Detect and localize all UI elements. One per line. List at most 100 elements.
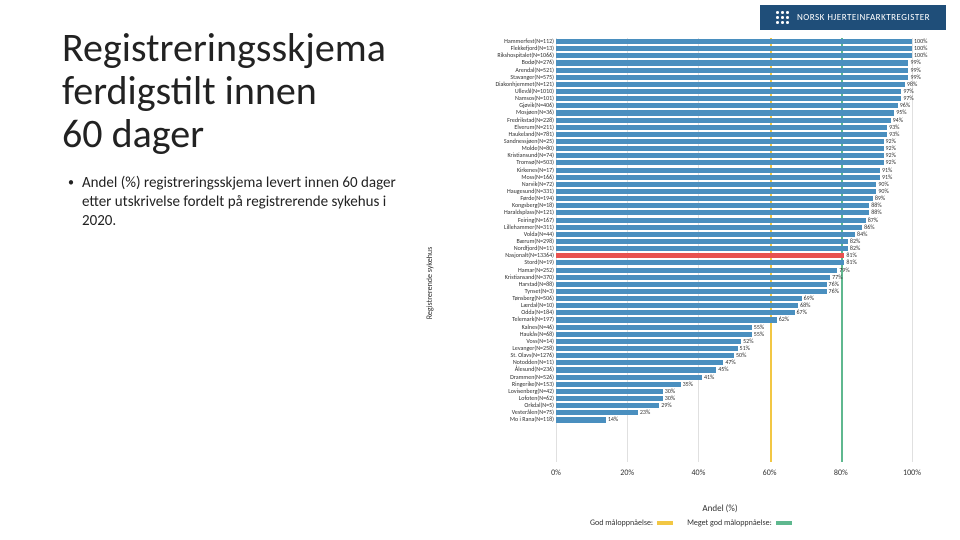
bar-row: Moss(N=166)91% bbox=[556, 174, 912, 181]
bar bbox=[556, 75, 908, 80]
bar bbox=[556, 325, 752, 330]
x-tick-label: 40% bbox=[691, 468, 705, 478]
bar bbox=[556, 210, 869, 215]
bar-value: 29% bbox=[661, 402, 671, 409]
bar-row: Haraldsplass(N=121)88% bbox=[556, 209, 912, 216]
legend-swatch bbox=[657, 521, 673, 525]
bar-row: Telemark(N=197)62% bbox=[556, 316, 912, 323]
bar-row: Lofoten(N=62)30% bbox=[556, 395, 912, 402]
bar bbox=[556, 260, 844, 265]
bar-row: Namsos(N=101)97% bbox=[556, 95, 912, 102]
bar bbox=[556, 160, 884, 165]
bar bbox=[556, 317, 777, 322]
x-tick-label: 20% bbox=[620, 468, 634, 478]
bar-row: Kongsberg(N=18)88% bbox=[556, 202, 912, 209]
bar bbox=[556, 239, 848, 244]
bar bbox=[556, 375, 702, 380]
bar-row: Fredrikstad(N=228)94% bbox=[556, 117, 912, 124]
bar-row: Hamar(N=252)79% bbox=[556, 267, 912, 274]
bar bbox=[556, 282, 827, 287]
bar bbox=[556, 125, 887, 130]
bar bbox=[556, 360, 723, 365]
bar bbox=[556, 382, 681, 387]
plot-area: Hammerfest(N=112)100%Flekkefjord(N=13)10… bbox=[556, 38, 912, 480]
bar-row: Ullevål(N=1010)97% bbox=[556, 88, 912, 95]
body-text: • Andel (%) registreringsskjema levert i… bbox=[68, 174, 398, 230]
bar bbox=[556, 175, 880, 180]
bar bbox=[556, 189, 876, 194]
bar bbox=[556, 246, 848, 251]
bar-row: Haukeland(N=781)93% bbox=[556, 131, 912, 138]
bar-row: Gjøvik(N=406)96% bbox=[556, 102, 912, 109]
bar bbox=[556, 60, 908, 65]
bar-row: Haugesund(N=331)90% bbox=[556, 188, 912, 195]
bar bbox=[556, 332, 752, 337]
bar bbox=[556, 110, 894, 115]
bar bbox=[556, 396, 663, 401]
legend-swatch bbox=[776, 521, 792, 525]
bar bbox=[556, 146, 884, 151]
bars-container: Hammerfest(N=112)100%Flekkefjord(N=13)10… bbox=[556, 38, 912, 424]
bar-row: Nasjonalt(N=13364)81% bbox=[556, 252, 912, 259]
bar-row: Voss(N=14)52% bbox=[556, 338, 912, 345]
legend-label: God måloppnåelse: bbox=[590, 518, 653, 528]
x-axis-label: Andel (%) bbox=[702, 503, 737, 514]
title-line: ferdigstilt innen bbox=[62, 69, 386, 112]
bar-row: Lærdal(N=10)68% bbox=[556, 302, 912, 309]
bar-row: Kristiansund(N=74)92% bbox=[556, 152, 912, 159]
bar bbox=[556, 296, 802, 301]
logo-dots-icon bbox=[776, 11, 789, 24]
bar bbox=[556, 289, 827, 294]
logo-banner: NORSK HJERTEINFARKTREGISTER bbox=[760, 5, 946, 30]
bar bbox=[556, 39, 912, 44]
bar-row: Mo i Rana(N=118)14% bbox=[556, 416, 912, 423]
bar-row: Tynset(N=3)76% bbox=[556, 288, 912, 295]
legend-item: Meget god måloppnåelse: bbox=[687, 518, 792, 528]
bar-row: Kirkenes(N=17)91% bbox=[556, 167, 912, 174]
y-axis-label: Registrerende sykehus bbox=[425, 247, 435, 320]
bar bbox=[556, 203, 869, 208]
bar-row: Arendal(N=521)99% bbox=[556, 67, 912, 74]
body-paragraph: Andel (%) registreringsskjema levert inn… bbox=[82, 174, 398, 230]
x-tick-label: 60% bbox=[763, 468, 777, 478]
bar-row: Flekkefjord(N=13)100% bbox=[556, 45, 912, 52]
bar bbox=[556, 82, 905, 87]
bar-row: Lovisenberg(N=42)30% bbox=[556, 388, 912, 395]
page-title: Registreringsskjema ferdigstilt innen 60… bbox=[62, 26, 386, 156]
bar-row: Sandnessjøen(N=25)92% bbox=[556, 138, 912, 145]
bar-value: 67% bbox=[797, 309, 807, 316]
x-tick-label: 80% bbox=[834, 468, 848, 478]
bar-row: Orkdal(N=5)29% bbox=[556, 402, 912, 409]
bar-row: Drammen(N=526)41% bbox=[556, 374, 912, 381]
legend-item: God måloppnåelse: bbox=[590, 518, 673, 528]
bar-value: 45% bbox=[718, 366, 728, 373]
bar-label: Mo i Rana(N=118) bbox=[510, 416, 554, 423]
bullet-icon: • bbox=[68, 174, 74, 230]
bar-value: 76% bbox=[829, 288, 839, 295]
bar-row: Rikshospitalet(N=1066)100% bbox=[556, 52, 912, 59]
bar bbox=[556, 153, 884, 158]
bar-row: Stord(N=19)81% bbox=[556, 259, 912, 266]
bar-row: Bodø(N=276)99% bbox=[556, 59, 912, 66]
bar-row: Nordfjord(N=11)82% bbox=[556, 245, 912, 252]
bar-row: Haukås(N=68)55% bbox=[556, 331, 912, 338]
bar bbox=[556, 68, 908, 73]
bar bbox=[556, 139, 884, 144]
bar bbox=[556, 310, 795, 315]
bar-value: 23% bbox=[640, 409, 650, 416]
bar-row: Kalnes(N=46)55% bbox=[556, 324, 912, 331]
bar bbox=[556, 168, 880, 173]
bar bbox=[556, 53, 912, 58]
bar bbox=[556, 389, 663, 394]
bar-row: Ålesund(N=236)45% bbox=[556, 366, 912, 373]
bar bbox=[556, 103, 898, 108]
bar bbox=[556, 118, 891, 123]
bar-row: Kristiansand(N=370)77% bbox=[556, 274, 912, 281]
bar-value: 62% bbox=[779, 316, 789, 323]
bar bbox=[556, 417, 606, 422]
bar-row: Diakonhjemmet(N=121)98% bbox=[556, 81, 912, 88]
bar bbox=[556, 268, 837, 273]
bar bbox=[556, 132, 887, 137]
bar-row: Feiring(N=167)87% bbox=[556, 217, 912, 224]
bar-value: 14% bbox=[608, 416, 618, 423]
